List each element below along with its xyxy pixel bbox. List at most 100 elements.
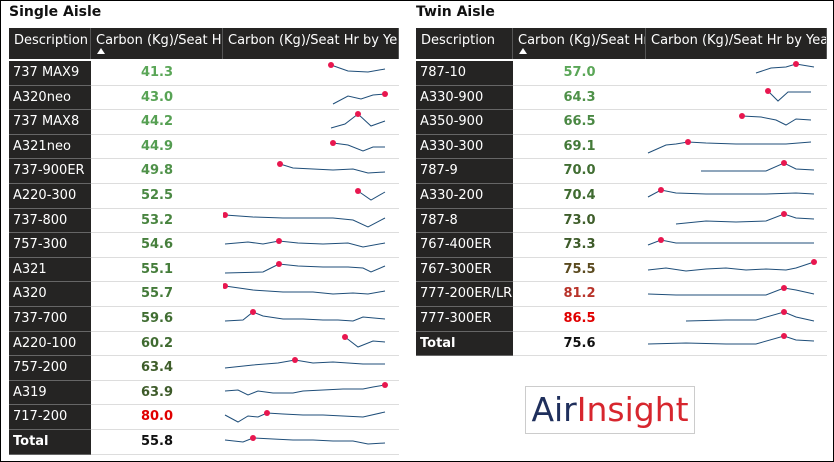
sparkline-path — [685, 311, 815, 322]
column-header[interactable]: Carbon (Kg)/Seat Hr by Year — [646, 28, 827, 59]
sparkline-marker — [355, 188, 361, 194]
sparkline — [224, 309, 386, 322]
sparkline — [647, 285, 815, 296]
row-value: 63.4 — [91, 356, 223, 381]
column-header[interactable]: Description — [9, 28, 91, 59]
row-description: 737 MAX9 — [9, 61, 91, 86]
sparkline-cell — [646, 209, 827, 234]
sparkline-path — [224, 240, 386, 248]
sparkline-path — [224, 285, 386, 295]
logo-insight: Insight — [576, 390, 689, 429]
row-description: 757-300 — [9, 233, 91, 258]
logo-air: Air — [531, 390, 577, 429]
sparkline-path — [647, 261, 815, 272]
sparkline-marker — [276, 238, 282, 245]
sparkline-cell — [646, 233, 827, 258]
row-description: 767-300ER — [416, 257, 513, 283]
sparkline-marker — [658, 237, 664, 244]
sparkline-path — [224, 263, 386, 274]
sparkline — [328, 62, 386, 73]
sparkline-path — [332, 93, 386, 105]
row-value: 49.8 — [91, 159, 223, 184]
sparkline-cell — [223, 209, 399, 234]
sparkline-marker — [793, 61, 799, 67]
sparkline — [685, 309, 815, 322]
sparkline-path — [224, 437, 386, 445]
sparkline-path — [701, 162, 815, 172]
row-value: 70.0 — [513, 159, 646, 184]
column-header[interactable]: Carbon (Kg)/Seat Hr — [91, 28, 223, 59]
sparkline — [647, 237, 814, 246]
sparkline-marker — [811, 258, 817, 265]
sparkline-path — [344, 336, 386, 348]
sparkline — [332, 90, 388, 105]
sparkline-marker — [342, 333, 348, 340]
sparkline-path — [675, 213, 815, 225]
sparkline-marker — [765, 87, 771, 94]
sparkline-cell — [223, 381, 399, 406]
sparkline — [224, 410, 386, 423]
row-description: A330-300 — [416, 134, 513, 160]
row-value: 66.5 — [513, 110, 646, 135]
sparkline — [223, 283, 386, 295]
row-description: 757-200 — [9, 356, 91, 381]
sparkline-cell — [223, 110, 399, 135]
sparkline — [739, 113, 812, 126]
row-description: A321 — [9, 257, 91, 283]
sparkline-path — [647, 239, 814, 246]
row-value: 54.6 — [91, 233, 223, 258]
row-description: 737-700 — [9, 307, 91, 332]
column-header[interactable]: Description — [416, 28, 513, 59]
row-description: 717-200 — [9, 405, 91, 430]
sparkline-marker — [250, 309, 256, 315]
row-value: 59.6 — [91, 307, 223, 332]
row-description: 787-8 — [416, 208, 513, 234]
row-description: 767-400ER — [416, 233, 513, 258]
sparkline-marker — [223, 211, 228, 218]
table-title: Twin Aisle — [416, 4, 495, 20]
sparkline — [224, 357, 385, 369]
row-description: 787-9 — [416, 159, 513, 184]
sparkline-cell — [646, 282, 827, 307]
row-value: 55.7 — [91, 282, 223, 307]
row-description: 777-300ER — [416, 307, 513, 332]
column-header[interactable]: Carbon (Kg)/Seat Hr — [513, 28, 646, 59]
sparkline-path — [224, 214, 386, 228]
sparkline — [224, 260, 386, 274]
row-value: 43.0 — [91, 86, 223, 111]
sparkline-marker — [739, 113, 745, 120]
row-value: 73.3 — [513, 233, 646, 258]
sparkline-cell — [223, 61, 399, 86]
sparkline — [647, 258, 817, 272]
sparkline-cell — [646, 184, 827, 209]
sparkline-path — [224, 411, 386, 423]
sparkline-cell — [646, 86, 827, 111]
sparkline-cell — [223, 86, 399, 111]
row-description: 737-900ER — [9, 159, 91, 184]
row-value: 57.0 — [513, 61, 646, 86]
table-title: Single Aisle — [9, 4, 102, 20]
sparkline-marker — [781, 332, 787, 339]
column-header[interactable]: Carbon (Kg)/Seat Hr by Year — [223, 28, 399, 59]
sparkline — [647, 332, 815, 345]
logo: AirInsight — [525, 386, 695, 434]
sort-arrow — [97, 48, 105, 54]
row-value: 44.9 — [91, 135, 223, 160]
sparkline — [330, 111, 386, 129]
sparkline-cell — [223, 332, 399, 357]
sparkline — [765, 87, 811, 102]
sparkline — [755, 61, 815, 74]
row-description: A350-900 — [416, 110, 513, 135]
sparkline-marker — [781, 285, 787, 292]
row-description: Total — [416, 331, 513, 357]
sparkline-path — [647, 141, 812, 154]
sparkline-marker — [292, 357, 298, 364]
sparkline-path — [357, 190, 386, 201]
row-description: A330-900 — [416, 85, 513, 111]
row-description: A220-100 — [9, 331, 91, 357]
row-description: A330-200 — [416, 184, 513, 209]
row-value: 75.6 — [513, 332, 646, 357]
row-value: 64.3 — [513, 86, 646, 111]
sparkline-marker — [382, 381, 388, 388]
